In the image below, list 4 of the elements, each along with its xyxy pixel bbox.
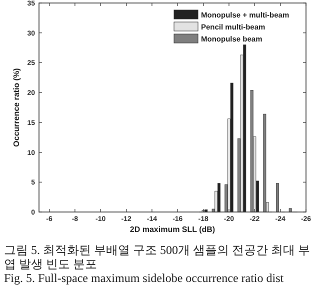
caption: 그림 5. 최적화된 부배열 구조 500개 샘플의 전공간 최대 부엽 발생 빈도 분포 — [4, 243, 311, 271]
caption: Fig. 5. Full-space maximum sidelobe occurrence ratio dist — [4, 271, 285, 285]
x-axis-title: 2D maximum SLL (dB) — [130, 225, 216, 234]
y-axis-title: Occurrence ratio (%) — [12, 68, 21, 147]
